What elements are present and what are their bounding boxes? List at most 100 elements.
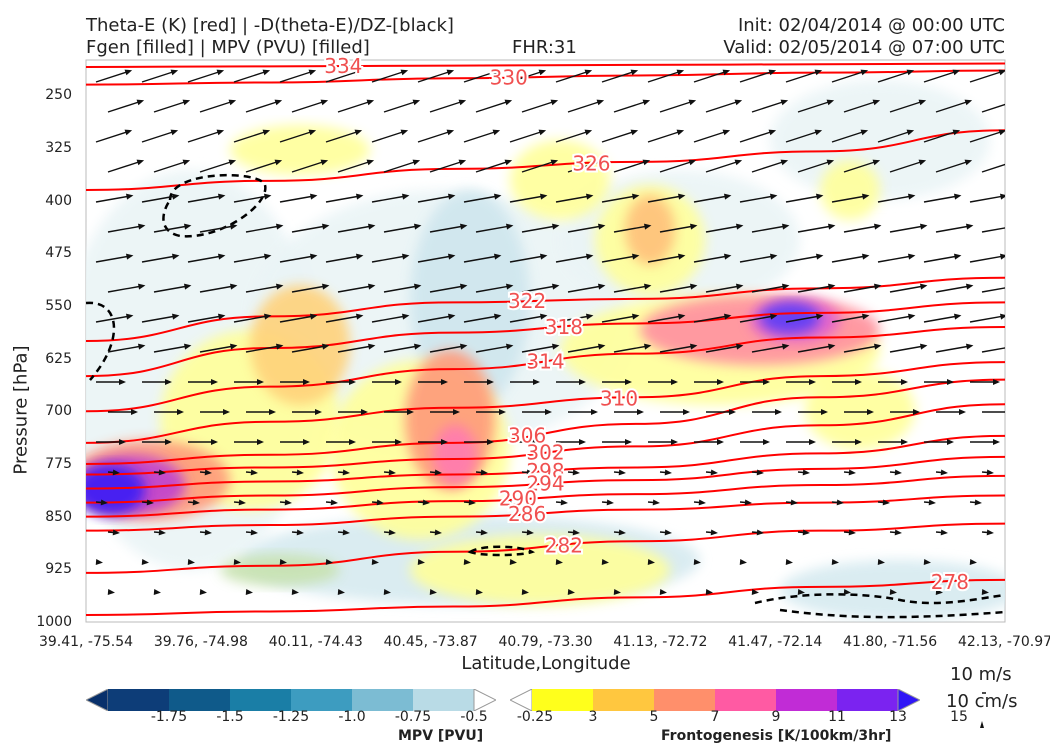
wind-vector-head bbox=[591, 409, 598, 415]
wind-vector-head bbox=[250, 529, 258, 536]
wind-vector-head bbox=[872, 99, 881, 106]
x-axis-label: Latitude,Longitude bbox=[461, 653, 631, 674]
wind-vector-head bbox=[751, 589, 759, 595]
wind-vector bbox=[521, 160, 557, 173]
wind-vector-head bbox=[533, 379, 540, 385]
colorbar-swatch bbox=[169, 689, 231, 711]
wind-vector bbox=[659, 225, 696, 233]
wind-vector-head bbox=[625, 379, 632, 385]
wind-vector-head bbox=[322, 343, 330, 350]
field-blob bbox=[433, 425, 477, 485]
y-tick-label: 1000 bbox=[36, 614, 72, 630]
wind-vector-head bbox=[494, 313, 502, 320]
wind-vector-head bbox=[688, 99, 697, 106]
wind-vector-head bbox=[223, 409, 230, 415]
wind-vector-head bbox=[736, 343, 744, 350]
colorbar-tick-label: 13 bbox=[889, 709, 907, 725]
wind-vector-head bbox=[262, 129, 271, 136]
wind-vector bbox=[233, 255, 270, 263]
wind-vector-head bbox=[1012, 344, 1019, 350]
wind-vector-head bbox=[828, 223, 836, 230]
wind-vector bbox=[371, 130, 407, 143]
wind-vector bbox=[555, 315, 592, 323]
wind-vector bbox=[291, 285, 328, 293]
wind-vector bbox=[383, 225, 420, 233]
wind-vector bbox=[739, 70, 775, 83]
wind-vector-head bbox=[782, 343, 790, 350]
wind-vector-head bbox=[172, 253, 180, 260]
wind-vector bbox=[417, 255, 454, 263]
wind-vector-head bbox=[112, 469, 120, 476]
field-blob bbox=[780, 560, 1005, 620]
wind-vector-head bbox=[756, 529, 764, 536]
wind-vector-head bbox=[618, 469, 626, 476]
wind-vector bbox=[233, 130, 269, 143]
wind-vector-head bbox=[947, 379, 954, 385]
wind-vector bbox=[107, 345, 144, 353]
wind-vector-head bbox=[855, 379, 862, 385]
wind-vector bbox=[509, 255, 546, 263]
field-blob bbox=[220, 554, 340, 586]
wind-vector-head bbox=[821, 409, 828, 415]
colorbar-swatch bbox=[837, 689, 899, 711]
wind-vector-head bbox=[412, 159, 421, 166]
wind-vector-head bbox=[874, 283, 882, 290]
wind-vector-head bbox=[671, 379, 678, 385]
wind-vector-head bbox=[584, 129, 593, 136]
wind-vector-head bbox=[446, 69, 455, 76]
wind-vector-head bbox=[395, 439, 402, 445]
wind-vector-head bbox=[540, 193, 548, 200]
wind-vector bbox=[95, 255, 132, 263]
wind-vector-head bbox=[862, 193, 870, 200]
wind-vector-head bbox=[678, 193, 686, 200]
wind-vector-head bbox=[690, 343, 698, 350]
wind-vector-head bbox=[579, 439, 586, 445]
wind-vector-head bbox=[504, 159, 513, 166]
theta-e-contour bbox=[86, 301, 1005, 378]
wind-vector-head bbox=[954, 253, 962, 260]
wind-vector bbox=[785, 195, 822, 203]
wind-vector bbox=[889, 285, 926, 293]
wind-vector bbox=[567, 225, 604, 233]
wind-vector bbox=[889, 225, 926, 233]
wind-vector bbox=[751, 160, 787, 173]
wind-vector bbox=[969, 255, 1005, 263]
wind-vector bbox=[383, 285, 420, 293]
wind-vector-head bbox=[262, 69, 271, 76]
wind-vector bbox=[475, 225, 512, 233]
colorbar-swatch bbox=[413, 689, 475, 711]
wind-vector bbox=[187, 255, 224, 263]
wind-vector-head bbox=[601, 559, 609, 565]
wind-vector bbox=[509, 130, 545, 143]
y-tick-label: 325 bbox=[45, 139, 72, 156]
wind-vector-head bbox=[228, 99, 237, 106]
wind-vector bbox=[199, 160, 235, 173]
colorbar-tick-label: 11 bbox=[828, 709, 846, 725]
wind-vector-head bbox=[966, 343, 974, 350]
wind-vector bbox=[843, 160, 879, 173]
wind-vector-head bbox=[901, 379, 908, 385]
wind-vector-head bbox=[269, 409, 276, 415]
field-blob bbox=[230, 125, 370, 175]
wind-vector-head bbox=[579, 379, 586, 385]
field-blob bbox=[820, 160, 880, 220]
wind-vector-head bbox=[245, 589, 253, 595]
wind-vector-head bbox=[138, 283, 146, 290]
wind-vector bbox=[291, 160, 327, 173]
wind-vector-head bbox=[647, 559, 655, 565]
theta-e-contour bbox=[86, 69, 1005, 86]
wind-vector-head bbox=[826, 99, 835, 106]
wind-vector-head bbox=[855, 439, 862, 445]
wind-vector-head bbox=[736, 283, 744, 290]
wind-vector-head bbox=[632, 313, 640, 320]
wind-vector-head bbox=[928, 499, 936, 506]
wind-vector-head bbox=[862, 313, 870, 320]
wind-vector bbox=[739, 130, 775, 143]
colorbar-tick-label: 5 bbox=[649, 709, 659, 725]
wind-vector-head bbox=[993, 439, 1000, 445]
wind-vector-head bbox=[734, 159, 743, 166]
wind-vector-head bbox=[325, 559, 333, 565]
wind-vector-head bbox=[923, 559, 931, 565]
wind-vector bbox=[187, 315, 224, 323]
